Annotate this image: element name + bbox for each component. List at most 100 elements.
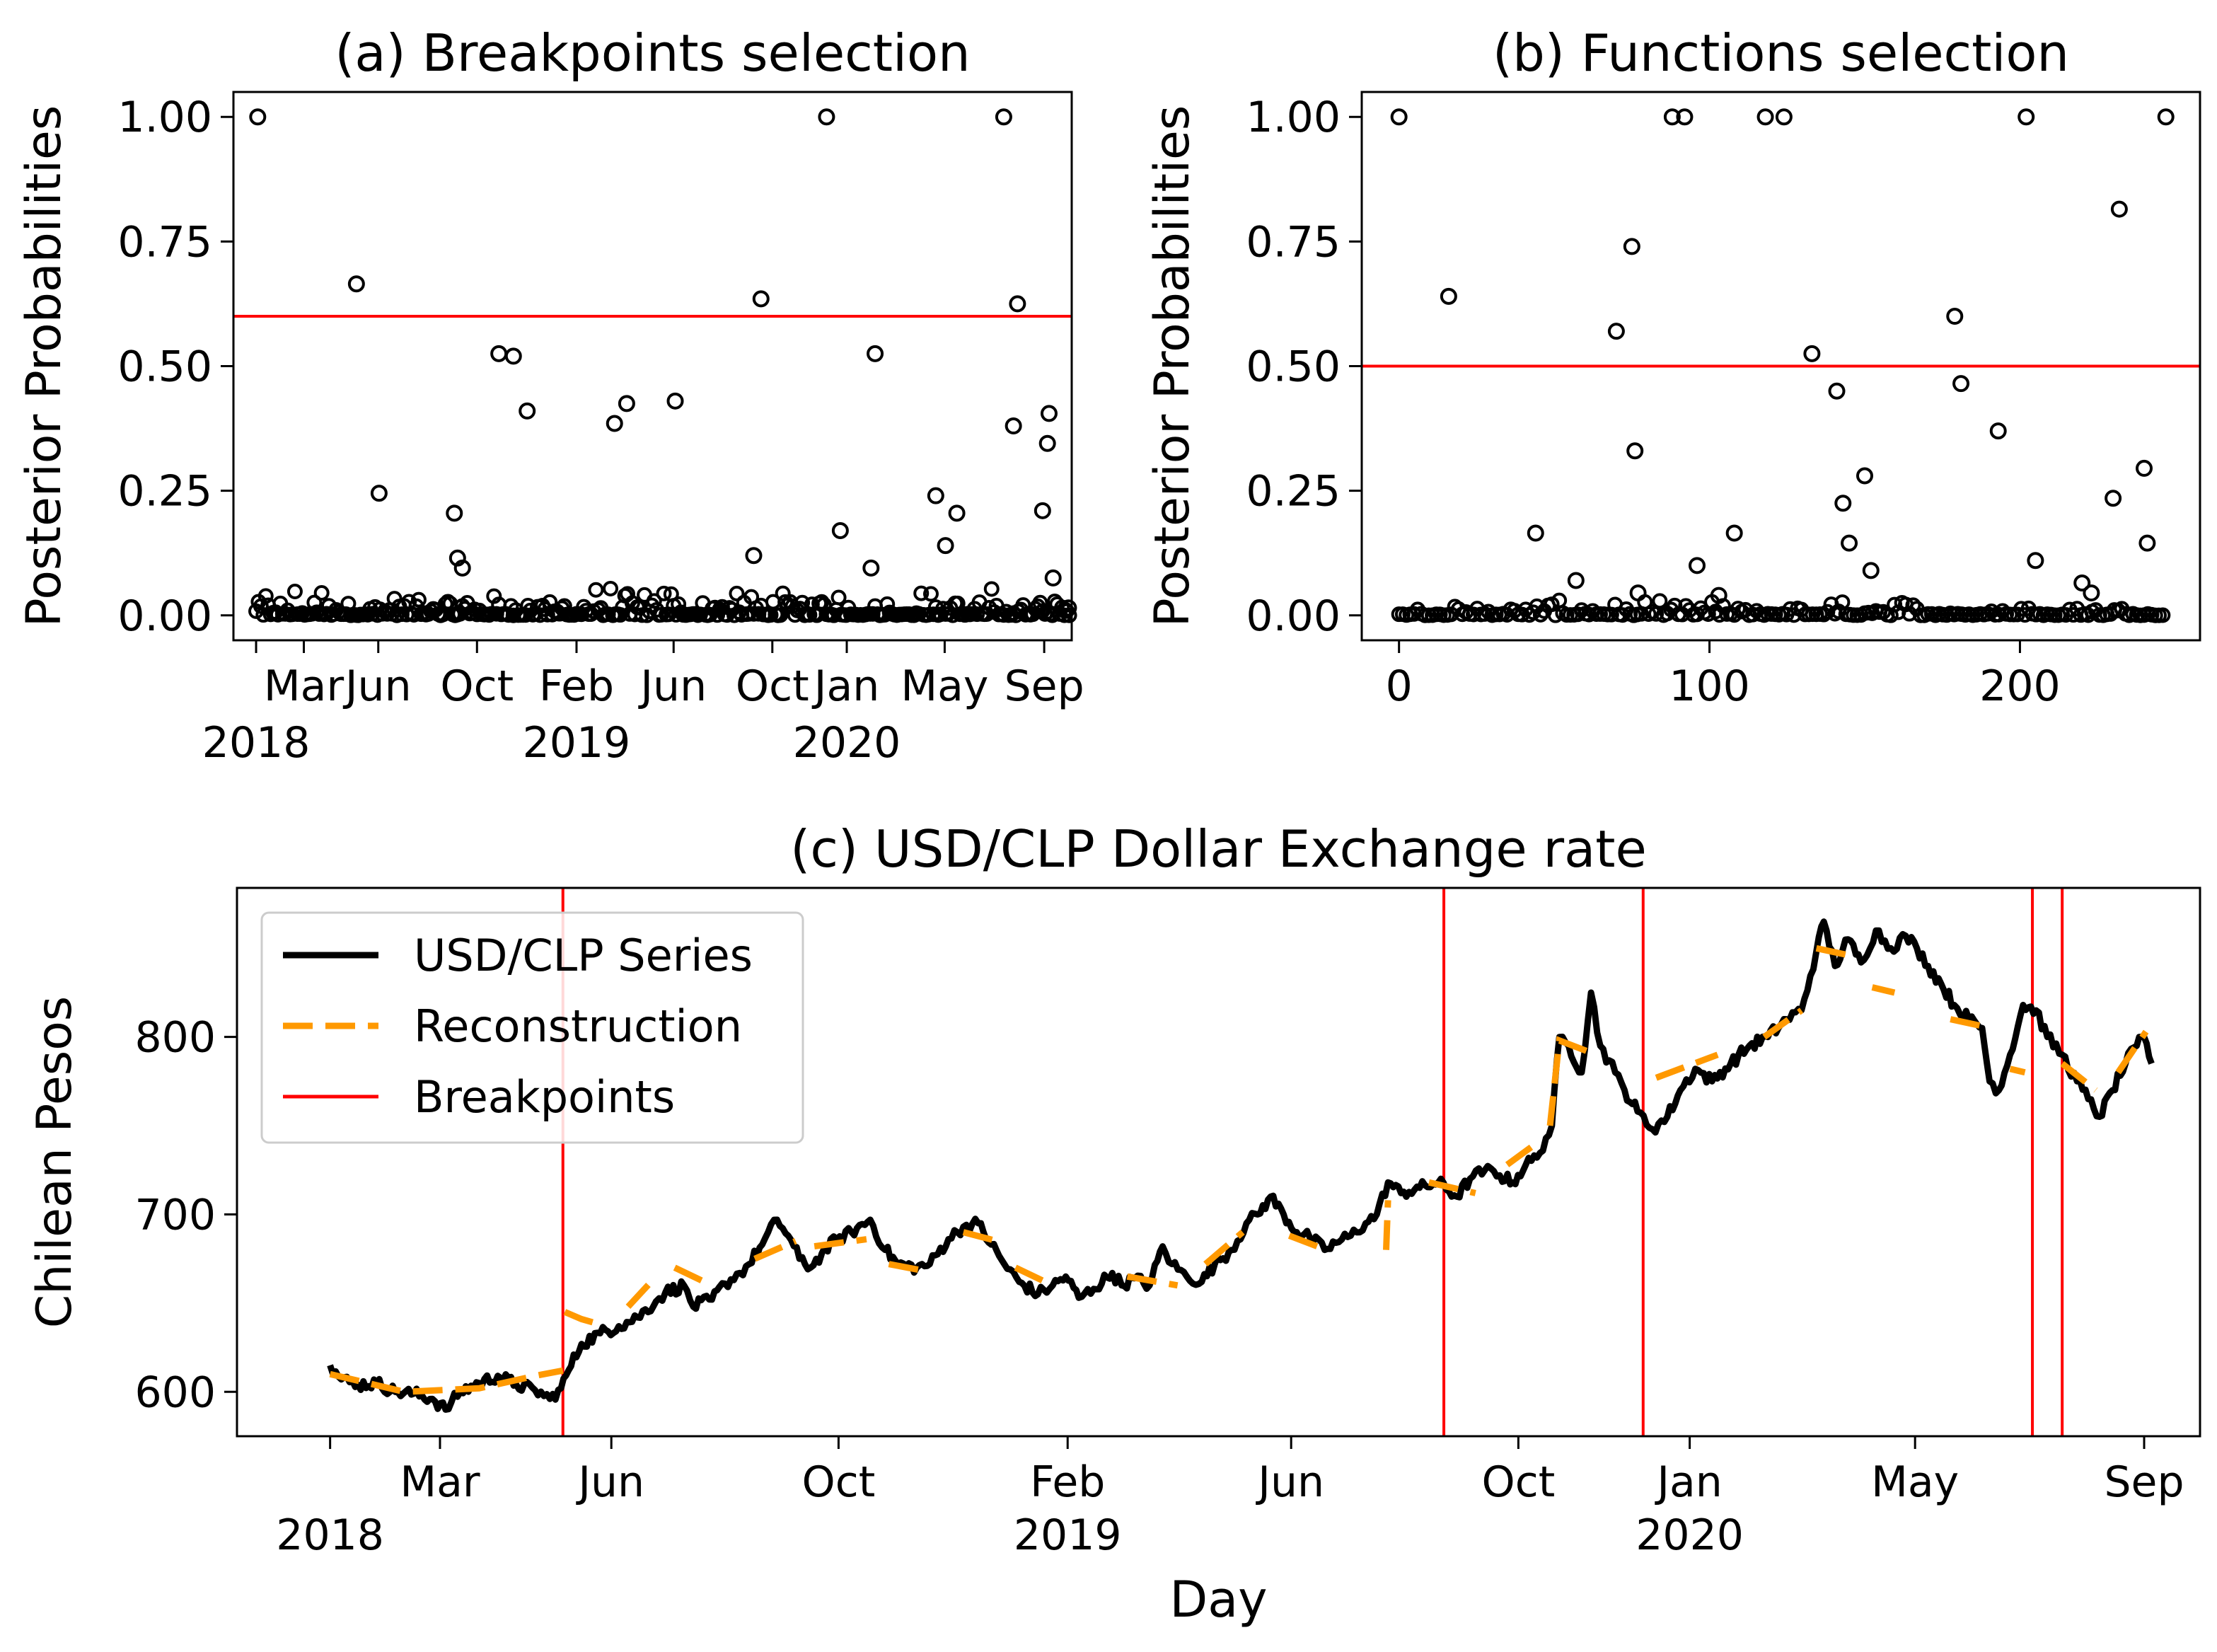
- x-tick-label-c-2: Jun: [575, 1457, 644, 1507]
- x-tick-year-c-4: 2019: [1014, 1511, 1122, 1560]
- chart-title-a: (a) Breakpoints selection: [335, 23, 970, 83]
- reconstruction-segment-15: [1546, 1036, 1598, 1126]
- y-tick-label-c-0: 600: [134, 1368, 216, 1417]
- x-tick-label-a-6: Oct: [736, 662, 809, 711]
- point-b-24: [2018, 108, 2035, 126]
- legend-box: [260, 911, 804, 1144]
- reconstruction-segment-9: [1126, 1273, 1179, 1289]
- reconstruction-segment-23: [2115, 1029, 2149, 1075]
- panel-c-exchange-rate: (c) USD/CLP Dollar Exchange rate 600 700 80…: [27, 819, 2201, 1629]
- point-low-a-274: [913, 585, 930, 601]
- point-low-b-115: [1819, 603, 1836, 620]
- y-tick-label-b-0: 0.00: [1246, 591, 1341, 641]
- axes-frame-b: [1360, 91, 2201, 642]
- point-low-b-51: [1581, 606, 1597, 623]
- point-low-b-74: [1667, 597, 1683, 613]
- x-tick-label-c-4: Feb: [1030, 1457, 1105, 1507]
- point-b-32: [2157, 108, 2175, 126]
- x-tick-label-c-5: Jun: [1255, 1457, 1324, 1507]
- point-b-10: [1689, 557, 1706, 574]
- point-a-14: [818, 108, 835, 126]
- x-tick-label-a-4: Feb: [539, 662, 614, 711]
- point-a-20: [948, 504, 966, 522]
- point-a-13: [752, 290, 770, 308]
- point-b-12: [1725, 524, 1743, 542]
- reconstruction-segment-19: [1871, 984, 1896, 996]
- x-tick-label-a-8: May: [901, 662, 988, 711]
- point-a-26: [1040, 405, 1058, 422]
- point-low-a-335: [1061, 607, 1077, 623]
- point-a-4: [448, 549, 466, 567]
- y-axis-label-c: Chilean Pesos: [27, 996, 83, 1328]
- reconstruction-segment-8: [1014, 1264, 1055, 1288]
- point-a-9: [606, 415, 623, 432]
- point-b-13: [1756, 108, 1774, 126]
- y-tick-label-a-2: 0.50: [117, 342, 212, 392]
- point-b-17: [1834, 495, 1852, 512]
- reconstruction-segment-22: [2060, 1061, 2098, 1093]
- point-b-2: [1527, 524, 1544, 542]
- x-tick-year-c-7: 2020: [1636, 1511, 1744, 1560]
- legend-label-series: USD/CLP Series: [414, 930, 753, 981]
- point-low-a-240: [830, 589, 847, 606]
- point-b-3: [1567, 572, 1585, 589]
- x-tick-label-a-2: Jun: [342, 662, 412, 711]
- axes-frame-a: [232, 91, 1073, 642]
- point-b-9: [1676, 108, 1694, 126]
- point-b-28: [2105, 490, 2122, 507]
- point-a-24: [1034, 502, 1051, 519]
- point-a-29: [1060, 599, 1077, 617]
- reconstruction-segment-7: [962, 1229, 998, 1244]
- point-a-6: [490, 345, 508, 362]
- y-tick-label-a-1: 0.25: [117, 467, 212, 516]
- point-b-6: [1626, 442, 1644, 460]
- point-b-15: [1803, 345, 1821, 362]
- reconstruction-segment-0: [329, 1367, 564, 1395]
- point-low-b-95: [1745, 606, 1761, 623]
- x-tick-label-b-0: 0: [1386, 662, 1413, 711]
- point-low-a-164: [646, 593, 662, 609]
- point-low-b-205: [2155, 607, 2171, 623]
- reconstruction-segment-21: [2009, 1065, 2026, 1076]
- point-b-21: [1946, 308, 1964, 325]
- point-b-26: [2073, 574, 2091, 591]
- point-b-0: [1390, 108, 1408, 126]
- x-tick-label-c-7: Jan: [1654, 1457, 1723, 1507]
- panel-b-functions: (b) Functions selection 0.00 0.25 0.50 0.75 1…: [1145, 23, 2201, 711]
- y-tick-label-a-3: 0.75: [117, 217, 212, 267]
- reconstruction-segment-6: [888, 1261, 927, 1275]
- point-low-b-159: [1984, 603, 2000, 620]
- y-tick-label-a-4: 1.00: [117, 93, 212, 142]
- point-low-a-168: [656, 585, 672, 601]
- x-tick-year-a-4: 2019: [523, 718, 631, 768]
- x-tick-label-a-3: Oct: [440, 662, 514, 711]
- point-b-30: [2136, 459, 2153, 477]
- chart-title-b: (b) Functions selection: [1493, 23, 2069, 83]
- reconstruction-segment-4: [753, 1237, 797, 1262]
- x-tick-label-b-2: 200: [1979, 662, 2061, 711]
- legend-label-reconstruction: Reconstruction: [414, 1000, 742, 1052]
- y-tick-label-c-2: 800: [134, 1013, 216, 1063]
- point-low-b-31: [1506, 603, 1522, 619]
- y-tick-label-b-3: 0.75: [1246, 217, 1341, 267]
- point-low-b-133: [1887, 596, 1903, 613]
- point-a-7: [504, 347, 522, 365]
- point-a-19: [937, 537, 954, 555]
- y-axis-label-a: Posterior Probabilities: [16, 105, 72, 628]
- reconstruction-segment-2: [625, 1274, 659, 1309]
- y-tick-label-b-4: 1.00: [1246, 93, 1341, 142]
- reconstruction-segment-14: [1505, 1144, 1534, 1167]
- point-b-29: [2110, 200, 2128, 218]
- reconstruction-segment-13: [1428, 1179, 1476, 1196]
- point-low-a-67: [410, 591, 427, 608]
- reconstruction-segment-1: [563, 1309, 601, 1328]
- reconstruction-segment-5: [814, 1236, 867, 1250]
- axes-frame-c: [236, 886, 2201, 1438]
- point-low-a-4: [257, 588, 274, 604]
- point-a-10: [618, 395, 635, 412]
- x-tick-year-c-0: 2018: [276, 1511, 384, 1560]
- x-tick-label-b-1: 100: [1669, 662, 1750, 711]
- point-a-3: [446, 504, 463, 522]
- chart-title-c: (c) USD/CLP Dollar Exchange rate: [790, 819, 1647, 879]
